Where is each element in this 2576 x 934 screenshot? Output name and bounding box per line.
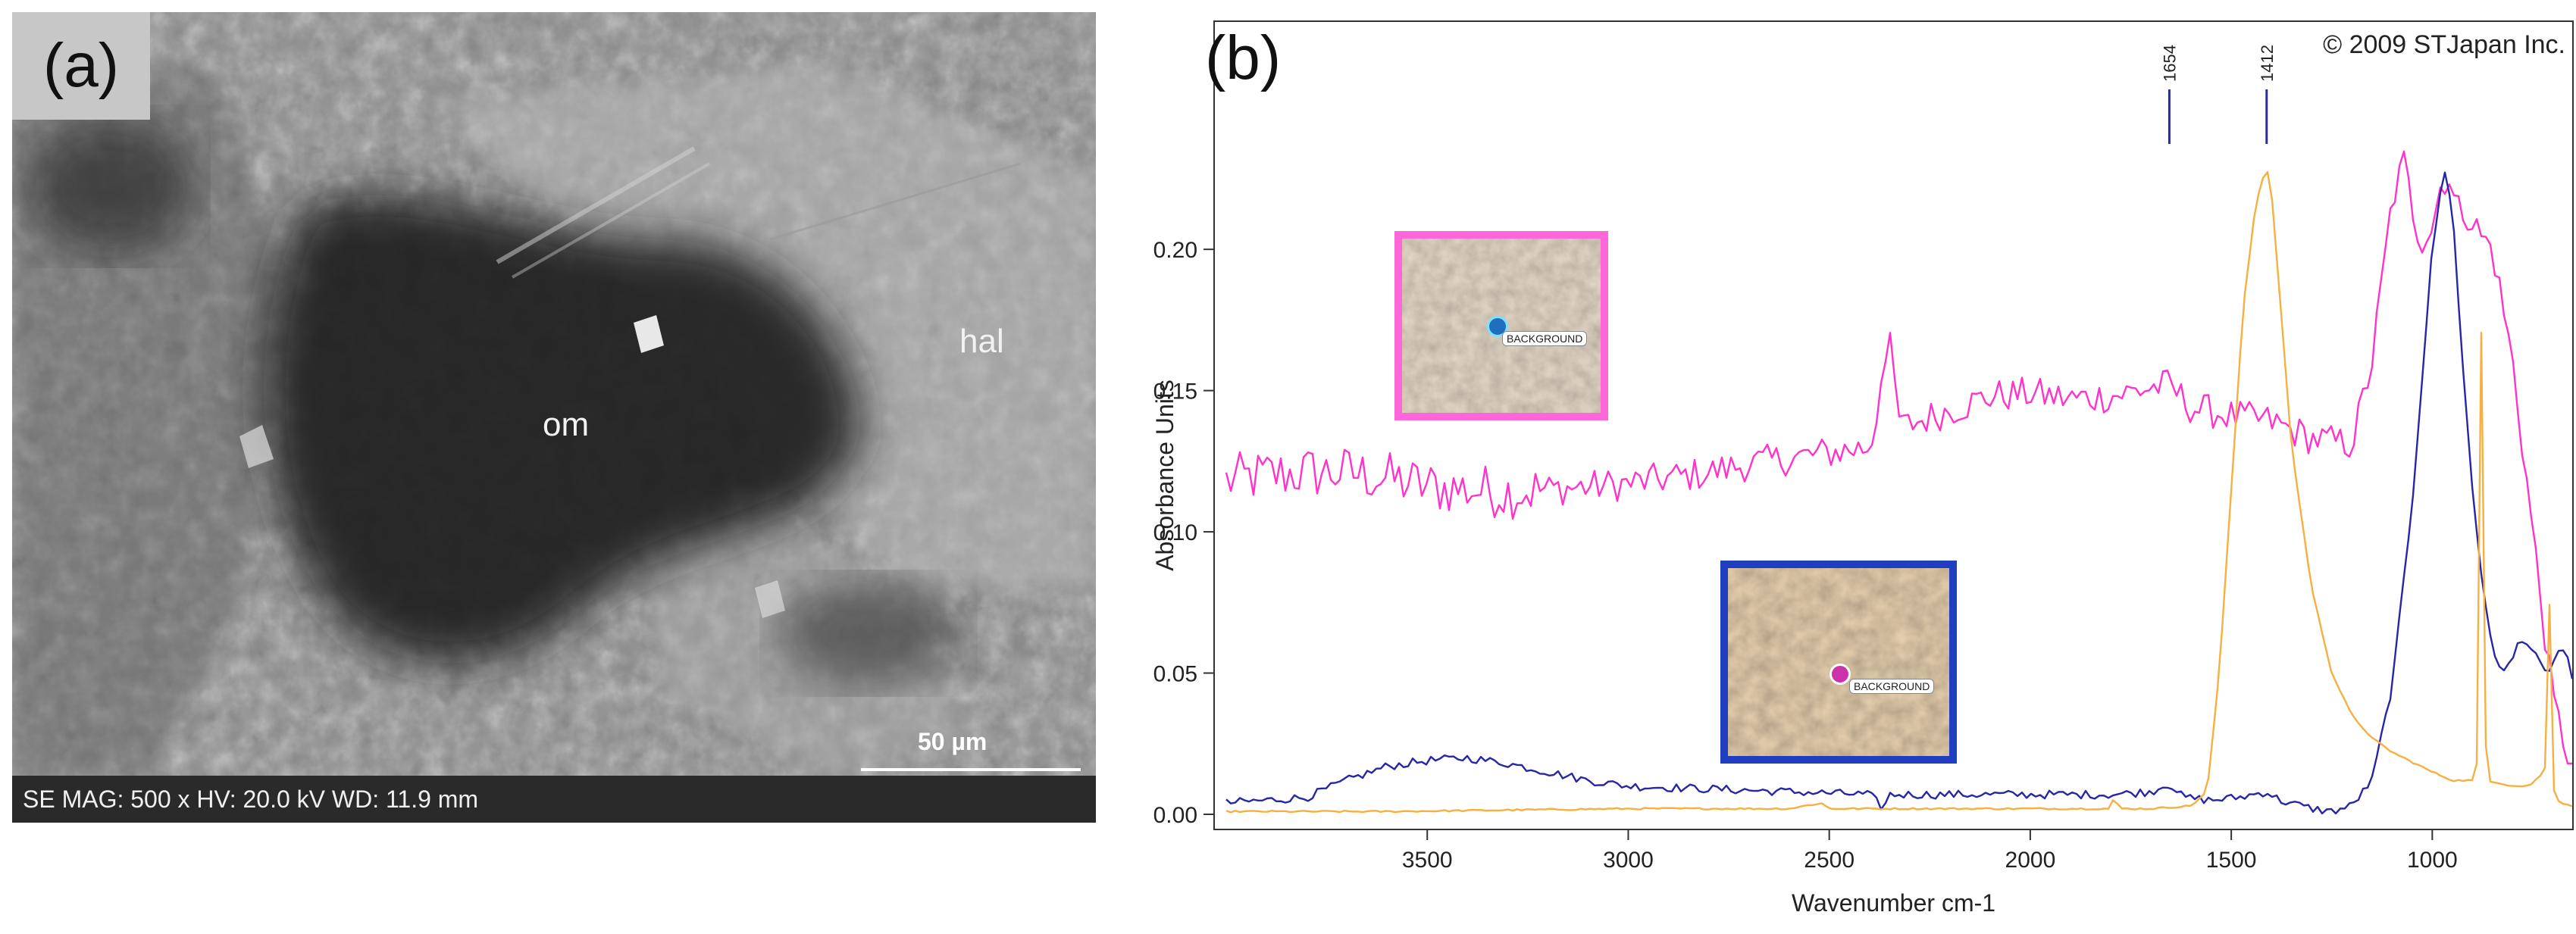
- y-tick-label: 0.00: [1153, 803, 1197, 828]
- ftir-spectrum-chart: 0.00 0.05 0.10 0.15 0.20 3500 3000 2500 2000 1500…: [1151, 20, 2574, 917]
- y-tick-label: 0.20: [1153, 238, 1197, 263]
- x-tick-label: 2000: [2005, 848, 2056, 873]
- plot-frame: [1213, 20, 2574, 830]
- panel-a-label: (a): [12, 12, 150, 120]
- copyright-text: © 2009 STJapan Inc.: [2323, 30, 2565, 59]
- spectrum-panel: 0.00 0.05 0.10 0.15 0.20 3500 3000 2500 2000 1500…: [1106, 0, 2576, 934]
- x-tick-label: 1000: [2407, 848, 2458, 873]
- organic-matter-label: om: [543, 406, 590, 443]
- x-tick-label: 3000: [1603, 848, 1654, 873]
- y-tick-label: 0.05: [1153, 662, 1197, 687]
- scale-bar: [861, 768, 1081, 771]
- inset-micrograph: [1728, 568, 1949, 756]
- spectrum-series-1: [1225, 150, 2573, 765]
- scale-bar-label: 50 µm: [918, 728, 988, 755]
- panel-b-label: (b): [1205, 23, 1282, 92]
- spectrum-series-3: [1225, 170, 2573, 814]
- inset-background-tag: BACKGROUND: [1502, 331, 1588, 346]
- inset-photo-magenta: BACKGROUND: [1394, 231, 1608, 420]
- sem-image-panel: (a) om hal 50 µm SE MAG: 500 x HV: 20.0 …: [12, 12, 1096, 823]
- spectrum-series-2: [1225, 171, 2574, 815]
- sem-micrograph: [12, 12, 1096, 823]
- reference-line-label: 1412: [2258, 45, 2277, 82]
- sem-info-bar: SE MAG: 500 x HV: 20.0 kV WD: 11.9 mm: [12, 776, 1096, 823]
- halite-label: hal: [959, 323, 1004, 360]
- measurement-spot-marker: [1829, 664, 1851, 685]
- y-axis-title: Absorbance Units: [1151, 380, 1178, 571]
- inset-photo-blue: BACKGROUND: [1720, 561, 1957, 764]
- x-tick-label: 2500: [1804, 848, 1855, 873]
- x-tick-label: 3500: [1402, 848, 1453, 873]
- x-tick-label: 1500: [2206, 848, 2257, 873]
- x-axis-title: Wavenumber cm-1: [1792, 889, 1995, 917]
- y-tick-label: 0.10: [1153, 520, 1197, 545]
- reference-line-label: 1654: [2160, 45, 2179, 82]
- y-tick-label: 0.15: [1153, 380, 1197, 405]
- inset-background-tag: BACKGROUND: [1849, 679, 1935, 694]
